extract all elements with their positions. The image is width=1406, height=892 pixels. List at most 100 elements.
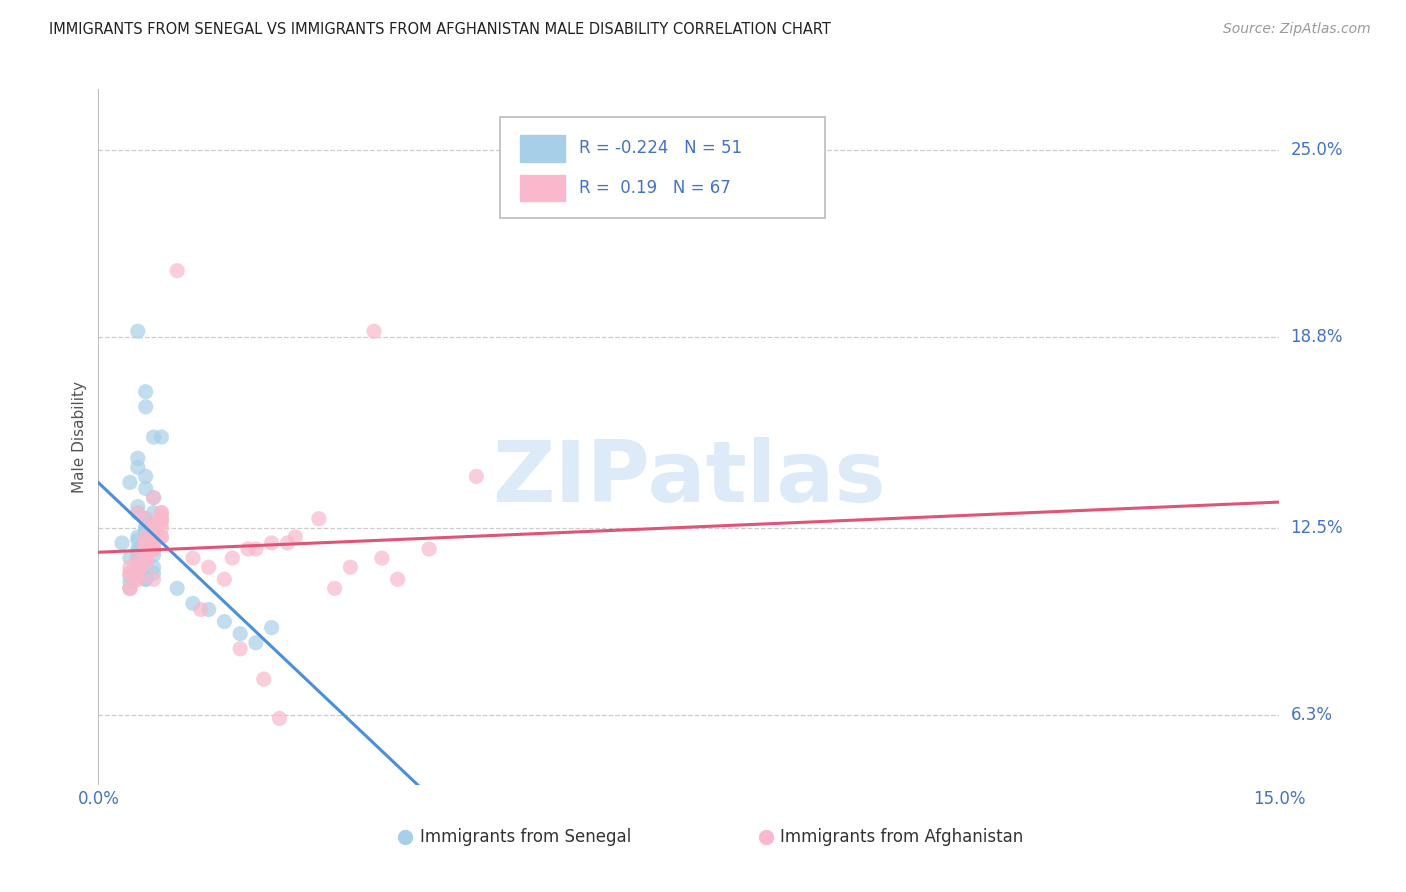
Point bbox=[190, 602, 212, 616]
Text: IMMIGRANTS FROM SENEGAL VS IMMIGRANTS FROM AFGHANISTAN MALE DISABILITY CORRELATI: IMMIGRANTS FROM SENEGAL VS IMMIGRANTS FR… bbox=[49, 22, 831, 37]
Point bbox=[127, 572, 149, 586]
Point bbox=[150, 521, 173, 535]
Text: R =  0.19   N = 67: R = 0.19 N = 67 bbox=[579, 179, 731, 197]
Text: Immigrants from Senegal: Immigrants from Senegal bbox=[419, 828, 631, 847]
Point bbox=[118, 582, 141, 596]
Point bbox=[229, 641, 252, 656]
Point bbox=[135, 551, 157, 566]
Point bbox=[276, 536, 298, 550]
Point bbox=[135, 557, 157, 571]
Point bbox=[127, 551, 149, 566]
Point bbox=[142, 541, 165, 556]
Point bbox=[127, 566, 149, 581]
Point bbox=[135, 524, 157, 538]
Point bbox=[127, 451, 149, 466]
Text: 18.8%: 18.8% bbox=[1291, 328, 1343, 346]
Point bbox=[135, 541, 157, 556]
Point bbox=[135, 384, 157, 399]
Point bbox=[135, 530, 157, 544]
Point bbox=[150, 512, 173, 526]
Point bbox=[363, 324, 385, 338]
Point bbox=[339, 560, 361, 574]
Point bbox=[135, 557, 157, 571]
Point bbox=[166, 263, 188, 277]
Point bbox=[135, 536, 157, 550]
Point bbox=[135, 527, 157, 541]
Point bbox=[197, 602, 219, 616]
Point bbox=[135, 521, 157, 535]
Point bbox=[166, 582, 188, 596]
Point bbox=[135, 530, 157, 544]
Point bbox=[142, 566, 165, 581]
Point bbox=[142, 572, 165, 586]
Point bbox=[142, 521, 165, 535]
Point bbox=[229, 626, 252, 640]
Point bbox=[150, 506, 173, 520]
Text: 12.5%: 12.5% bbox=[1291, 519, 1343, 537]
Point bbox=[135, 536, 157, 550]
Point bbox=[127, 551, 149, 566]
Point bbox=[465, 469, 488, 483]
Point bbox=[142, 530, 165, 544]
Point bbox=[118, 575, 141, 590]
Point bbox=[253, 672, 276, 686]
Point bbox=[135, 572, 157, 586]
Point bbox=[135, 469, 157, 483]
Point bbox=[260, 536, 283, 550]
Point bbox=[127, 545, 149, 559]
Point bbox=[127, 533, 149, 547]
Point bbox=[142, 491, 165, 505]
Text: ZIPatlas: ZIPatlas bbox=[492, 437, 886, 520]
Point bbox=[150, 530, 173, 544]
Point bbox=[142, 521, 165, 535]
Point bbox=[142, 430, 165, 444]
Point bbox=[127, 324, 149, 338]
Point bbox=[142, 506, 165, 520]
Text: 25.0%: 25.0% bbox=[1291, 141, 1343, 159]
Point bbox=[127, 554, 149, 568]
Point bbox=[135, 512, 157, 526]
Point bbox=[127, 460, 149, 475]
Point bbox=[236, 541, 259, 556]
Point bbox=[142, 521, 165, 535]
Point bbox=[118, 569, 141, 583]
Point bbox=[150, 430, 173, 444]
Point bbox=[127, 566, 149, 581]
Point bbox=[118, 566, 141, 581]
Point bbox=[135, 521, 157, 535]
Point bbox=[118, 475, 141, 490]
Point bbox=[245, 541, 267, 556]
Point bbox=[135, 551, 157, 566]
Point bbox=[127, 530, 149, 544]
Point bbox=[418, 541, 440, 556]
Point bbox=[135, 536, 157, 550]
Bar bbox=[520, 175, 565, 202]
Point bbox=[221, 551, 243, 566]
Point bbox=[127, 560, 149, 574]
Point bbox=[127, 566, 149, 581]
Point bbox=[142, 560, 165, 574]
Point bbox=[371, 551, 394, 566]
Point bbox=[127, 560, 149, 574]
Point bbox=[142, 539, 165, 553]
Point bbox=[118, 582, 141, 596]
Point bbox=[269, 711, 291, 725]
Point bbox=[127, 506, 149, 520]
Point bbox=[323, 582, 346, 596]
Point bbox=[197, 560, 219, 574]
Point bbox=[127, 500, 149, 514]
Point bbox=[142, 548, 165, 562]
Point bbox=[181, 597, 204, 611]
Point bbox=[135, 536, 157, 550]
Point bbox=[150, 515, 173, 529]
Point bbox=[387, 572, 409, 586]
Point bbox=[127, 572, 149, 586]
Point bbox=[127, 541, 149, 556]
Point bbox=[135, 536, 157, 550]
Point bbox=[118, 566, 141, 581]
Point bbox=[150, 530, 173, 544]
Point bbox=[111, 536, 134, 550]
Bar bbox=[520, 135, 565, 161]
Point bbox=[118, 560, 141, 574]
Point bbox=[308, 512, 330, 526]
